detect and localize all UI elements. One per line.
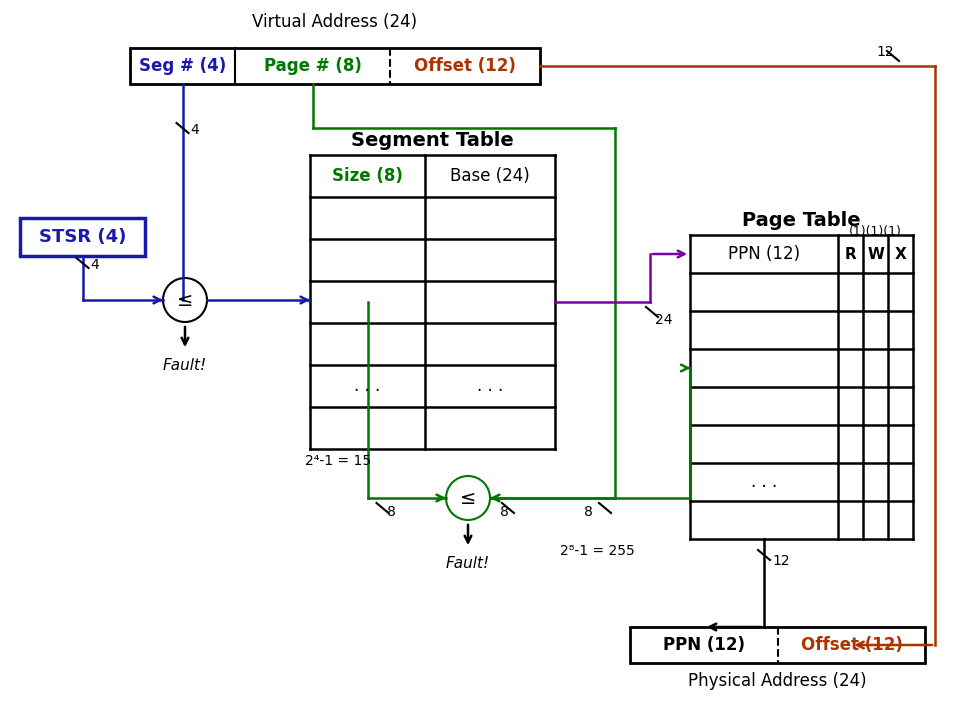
Text: Segment Table: Segment Table — [351, 130, 514, 150]
Text: X: X — [895, 246, 906, 261]
Text: Page Table: Page Table — [742, 210, 861, 230]
Text: 4: 4 — [90, 258, 99, 272]
Text: Seg # (4): Seg # (4) — [139, 57, 227, 75]
Text: 12: 12 — [772, 554, 790, 568]
Text: Base (24): Base (24) — [450, 167, 530, 185]
Text: 2⁴-1 = 15: 2⁴-1 = 15 — [305, 454, 372, 468]
Text: STSR (4): STSR (4) — [38, 228, 126, 246]
Text: R: R — [845, 246, 856, 261]
Bar — [20, 218, 145, 256]
Text: . . .: . . . — [477, 377, 503, 395]
Text: Offset (12): Offset (12) — [801, 636, 902, 654]
Text: Virtual Address (24): Virtual Address (24) — [252, 13, 418, 31]
Text: Offset (12): Offset (12) — [414, 57, 516, 75]
Bar — [630, 627, 925, 663]
Text: Page # (8): Page # (8) — [264, 57, 361, 75]
Text: 8: 8 — [500, 505, 509, 519]
Text: 8: 8 — [388, 505, 396, 519]
Text: 24: 24 — [655, 313, 673, 327]
Text: 12: 12 — [876, 45, 894, 59]
Text: 2⁸-1 = 255: 2⁸-1 = 255 — [560, 544, 635, 558]
Bar — [130, 48, 540, 84]
Text: W: W — [867, 246, 884, 261]
Text: Physical Address (24): Physical Address (24) — [688, 672, 867, 690]
Text: (1)(1)(1): (1)(1)(1) — [849, 225, 902, 238]
Text: PPN (12): PPN (12) — [663, 636, 745, 654]
Text: . . .: . . . — [751, 473, 778, 491]
Text: ≤: ≤ — [460, 488, 476, 508]
Text: ≤: ≤ — [177, 290, 193, 310]
Text: Fault!: Fault! — [446, 556, 490, 570]
Text: 8: 8 — [584, 505, 593, 519]
Text: 4: 4 — [190, 123, 200, 137]
Text: PPN (12): PPN (12) — [728, 245, 800, 263]
Text: Size (8): Size (8) — [332, 167, 403, 185]
Text: . . .: . . . — [354, 377, 380, 395]
Text: Fault!: Fault! — [163, 358, 207, 372]
